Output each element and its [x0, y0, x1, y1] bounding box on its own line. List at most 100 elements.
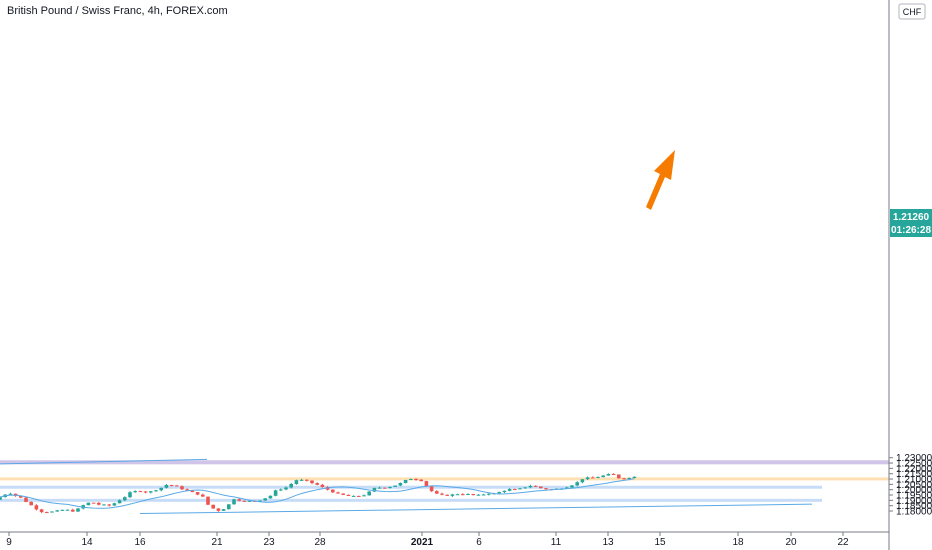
candle[interactable] — [440, 492, 444, 496]
candle[interactable] — [206, 496, 210, 506]
candle[interactable] — [320, 483, 325, 488]
candle[interactable] — [221, 508, 226, 511]
candle[interactable] — [60, 509, 65, 511]
candle[interactable] — [466, 493, 470, 496]
candle[interactable] — [143, 491, 148, 494]
candle[interactable] — [513, 488, 517, 491]
candle[interactable] — [310, 480, 314, 485]
candle[interactable] — [190, 490, 195, 493]
candle[interactable] — [632, 476, 637, 479]
candle[interactable] — [305, 479, 309, 482]
candle[interactable] — [102, 504, 106, 506]
candle[interactable] — [117, 499, 122, 504]
candle[interactable] — [445, 494, 449, 497]
support-zone-blue-lower[interactable] — [0, 498, 822, 502]
candle[interactable] — [523, 487, 527, 489]
candle[interactable] — [377, 486, 382, 489]
candle[interactable] — [336, 491, 340, 494]
candle[interactable] — [518, 487, 522, 490]
candle[interactable] — [570, 485, 574, 488]
candle[interactable] — [471, 493, 475, 496]
candle[interactable] — [76, 507, 80, 512]
upper-trendline[interactable] — [0, 458, 208, 465]
candle[interactable] — [284, 486, 288, 491]
candle[interactable] — [97, 502, 101, 506]
candle[interactable] — [450, 493, 455, 497]
candle[interactable] — [279, 488, 283, 492]
candle[interactable] — [299, 478, 304, 481]
candle[interactable] — [0, 496, 2, 500]
candle[interactable] — [55, 509, 59, 512]
candle[interactable] — [331, 489, 335, 493]
candle[interactable] — [258, 500, 262, 502]
candle[interactable] — [24, 496, 28, 503]
candle[interactable] — [403, 479, 408, 484]
candle[interactable] — [71, 508, 75, 512]
candle[interactable] — [227, 504, 231, 510]
candle[interactable] — [455, 493, 460, 496]
candle[interactable] — [372, 487, 377, 493]
candle[interactable] — [357, 495, 361, 497]
candle[interactable] — [29, 501, 33, 506]
currency-badge[interactable] — [898, 3, 926, 20]
candle[interactable] — [580, 479, 585, 484]
resistance-zone-purple[interactable] — [0, 460, 889, 465]
candle[interactable] — [341, 493, 345, 496]
candle[interactable] — [201, 493, 205, 497]
candle[interactable] — [544, 487, 548, 490]
candle[interactable] — [362, 494, 366, 497]
candle[interactable] — [461, 493, 465, 496]
candle[interactable] — [606, 473, 611, 476]
candle[interactable] — [195, 492, 200, 496]
candle[interactable] — [86, 502, 91, 506]
candle[interactable] — [351, 495, 356, 497]
candle[interactable] — [481, 493, 486, 496]
candle[interactable] — [133, 490, 137, 493]
candle[interactable] — [429, 485, 434, 492]
support-zone-blue-upper[interactable] — [0, 485, 822, 489]
candle[interactable] — [169, 484, 174, 487]
candle[interactable] — [409, 478, 413, 481]
candle[interactable] — [294, 479, 299, 485]
candle[interactable] — [622, 477, 626, 480]
candle[interactable] — [237, 498, 241, 502]
candle[interactable] — [502, 490, 507, 494]
candle[interactable] — [164, 483, 169, 489]
candle[interactable] — [383, 487, 387, 489]
candle[interactable] — [123, 496, 127, 502]
candle[interactable] — [128, 491, 132, 499]
candle[interactable] — [585, 476, 590, 481]
candle[interactable] — [216, 508, 221, 512]
candle[interactable] — [65, 509, 70, 511]
lower-trendline[interactable] — [139, 503, 813, 515]
candle[interactable] — [596, 476, 600, 479]
candle[interactable] — [346, 494, 351, 496]
candle[interactable] — [50, 511, 54, 513]
candle[interactable] — [367, 490, 371, 496]
candle[interactable] — [112, 502, 117, 506]
candle[interactable] — [211, 504, 215, 509]
candle[interactable] — [91, 502, 96, 504]
candle[interactable] — [289, 482, 293, 489]
candle[interactable] — [45, 511, 49, 514]
candle[interactable] — [591, 476, 595, 479]
candle[interactable] — [34, 504, 39, 511]
candle[interactable] — [539, 486, 543, 489]
candle[interactable] — [435, 490, 439, 495]
candle[interactable] — [476, 494, 481, 496]
candle[interactable] — [268, 495, 273, 499]
candle[interactable] — [159, 487, 163, 492]
candle[interactable] — [388, 486, 392, 489]
candle[interactable] — [180, 485, 184, 491]
candle[interactable] — [601, 475, 605, 478]
candle[interactable] — [242, 500, 247, 502]
candle[interactable] — [414, 478, 418, 481]
candle[interactable] — [617, 474, 621, 479]
candle[interactable] — [611, 473, 616, 476]
candle[interactable] — [393, 485, 397, 488]
candle[interactable] — [487, 493, 491, 496]
candle[interactable] — [497, 491, 501, 494]
candle[interactable] — [528, 484, 533, 489]
candle[interactable] — [419, 479, 423, 482]
candle[interactable] — [39, 508, 44, 514]
